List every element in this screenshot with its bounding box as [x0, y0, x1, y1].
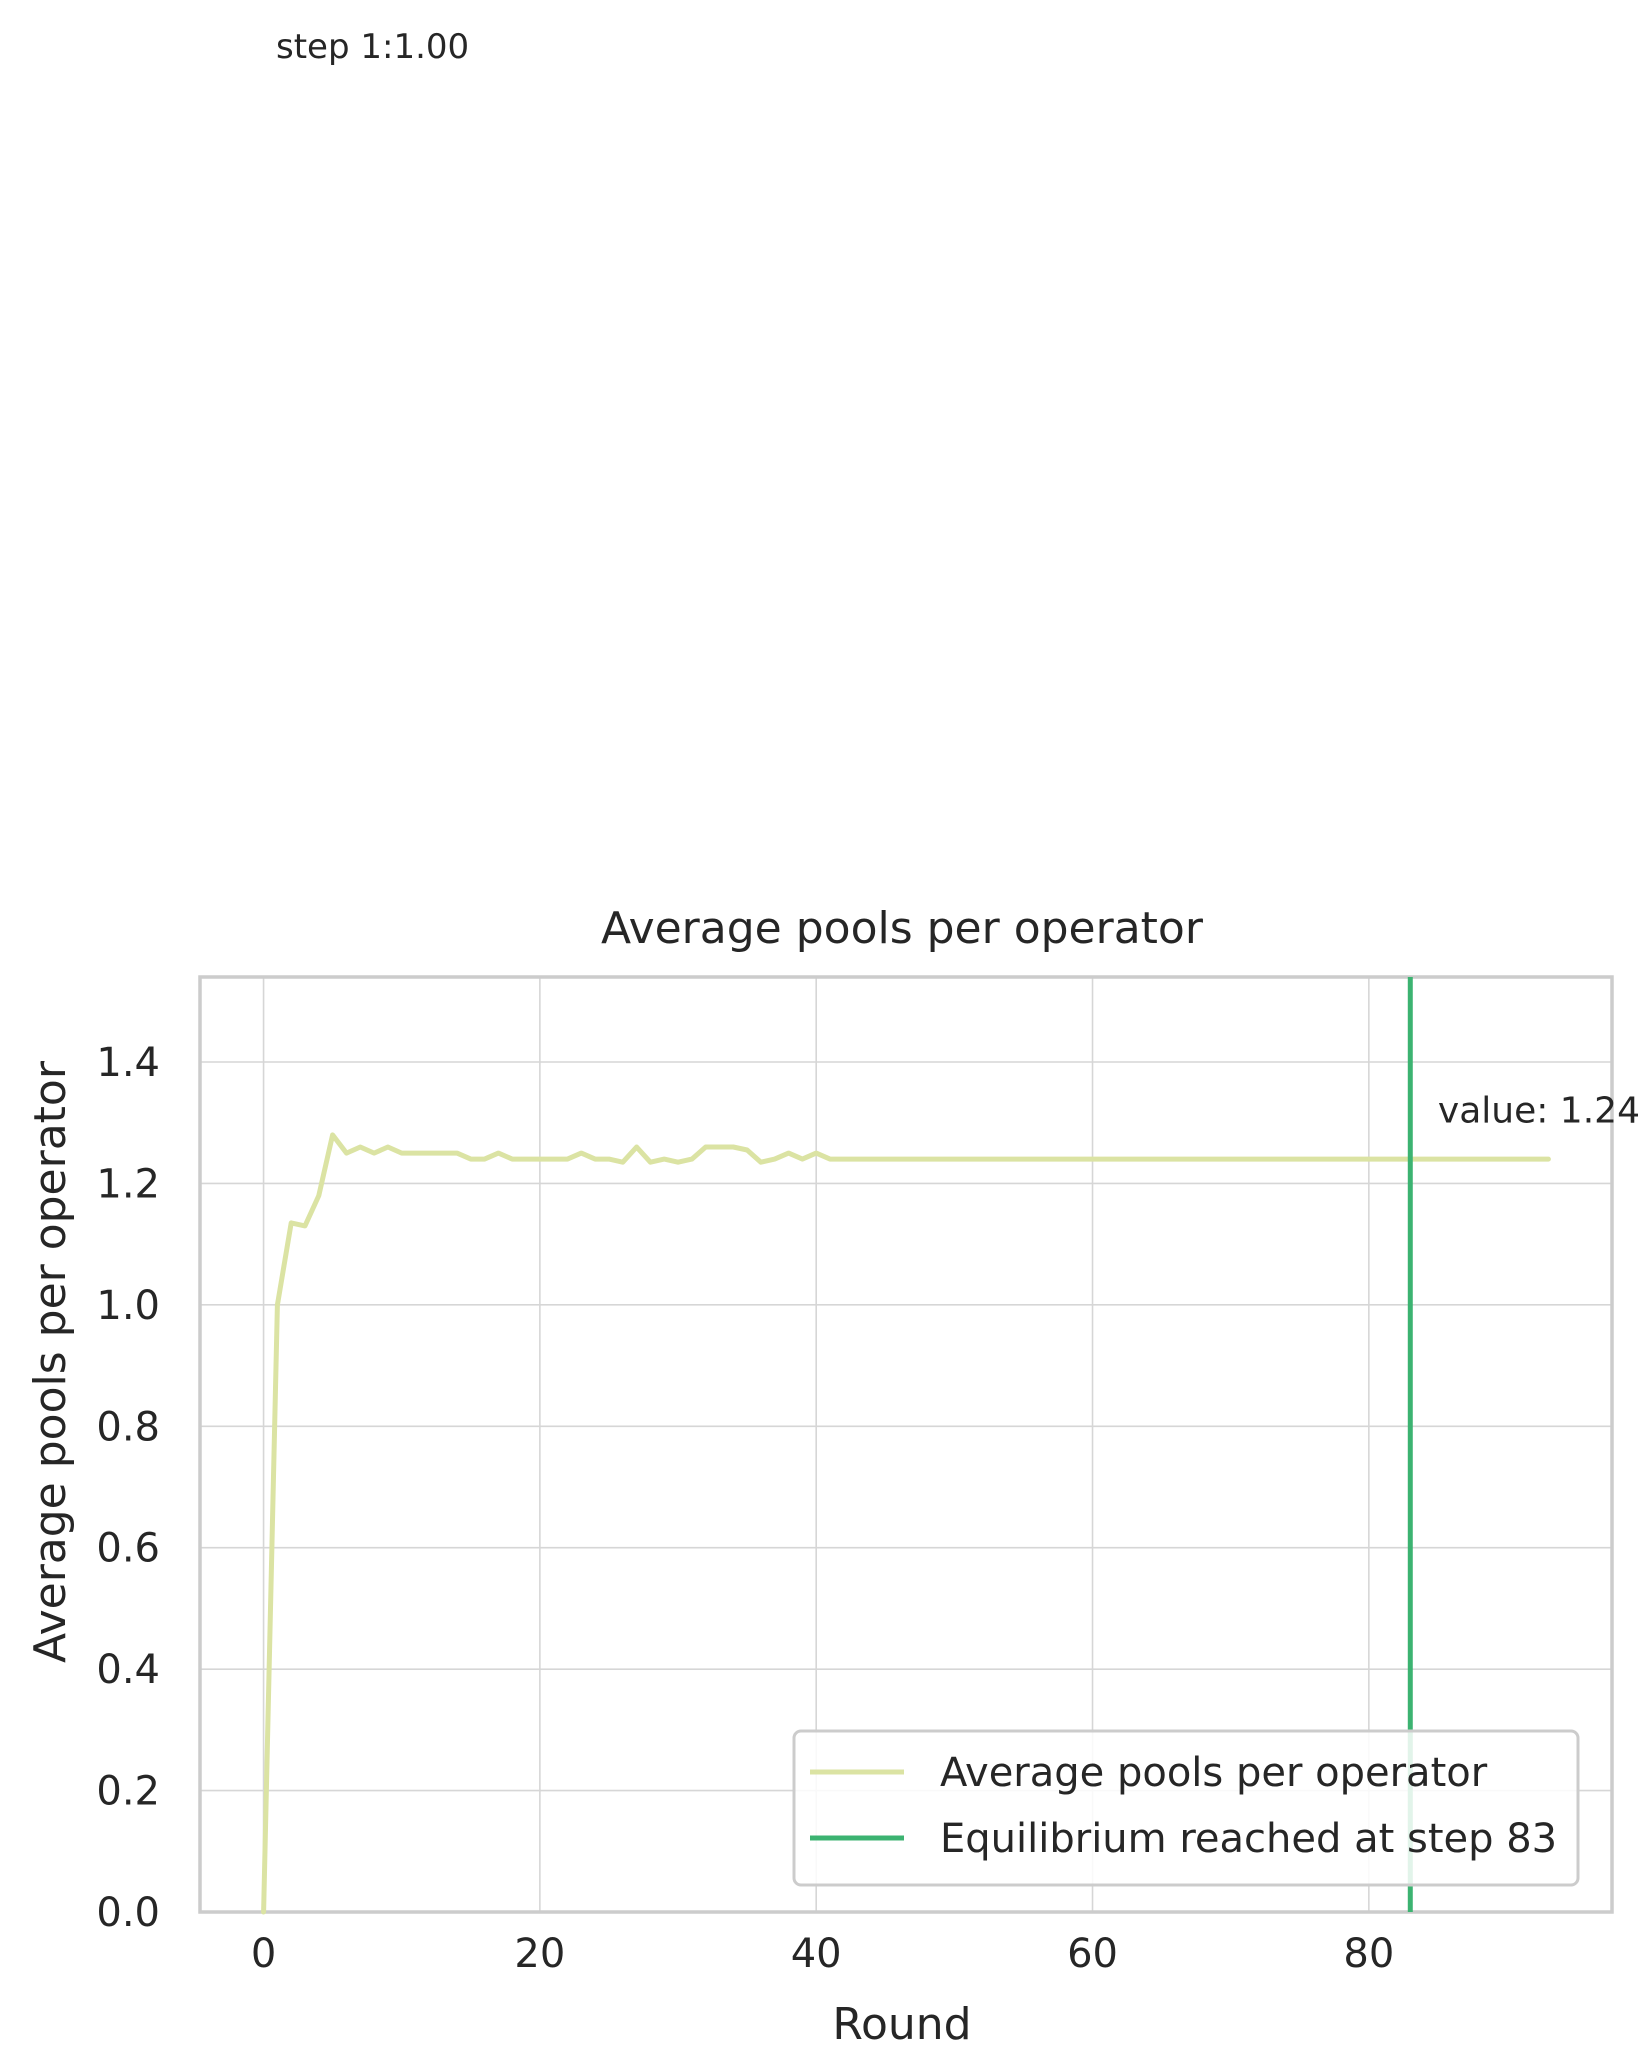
value-annotation: value: 1.24	[1438, 1091, 1640, 1132]
x-tick-label: 0	[251, 1931, 276, 1977]
x-tick-label: 20	[514, 1931, 565, 1977]
x-tick-label: 60	[1067, 1931, 1118, 1977]
corner-label: step 1:1.00	[276, 27, 469, 67]
legend-label-equilibrium: Equilibrium reached at step 83	[940, 1816, 1557, 1862]
y-tick-label: 0.6	[96, 1526, 160, 1572]
x-axis-label: Round	[832, 1999, 971, 2050]
y-axis-label: Average pools per operator	[25, 1060, 76, 1663]
y-tick-label: 0.0	[96, 1890, 160, 1936]
chart-title: Average pools per operator	[601, 903, 1204, 954]
y-tick-label: 1.0	[96, 1283, 160, 1329]
y-tick-label: 0.4	[96, 1647, 160, 1693]
y-tick-label: 1.4	[96, 1040, 160, 1086]
x-tick-labels: 0 20 40 60 80	[251, 1931, 1394, 1977]
x-tick-label: 80	[1343, 1931, 1394, 1977]
y-tick-label: 0.2	[96, 1769, 160, 1815]
y-tick-labels: 0.0 0.2 0.4 0.6 0.8 1.0 1.2 1.4	[96, 1040, 160, 1936]
series-line-0	[261, 1132, 1551, 1915]
x-tick-label: 40	[791, 1931, 842, 1977]
y-tick-label: 1.2	[96, 1161, 160, 1207]
legend-label-average-pools: Average pools per operator	[940, 1750, 1488, 1796]
plot-frame	[198, 975, 1614, 1914]
legend: Average pools per operator Equilibrium r…	[792, 1729, 1580, 1887]
y-tick-label: 0.8	[96, 1404, 160, 1450]
legend-box	[792, 1729, 1580, 1887]
